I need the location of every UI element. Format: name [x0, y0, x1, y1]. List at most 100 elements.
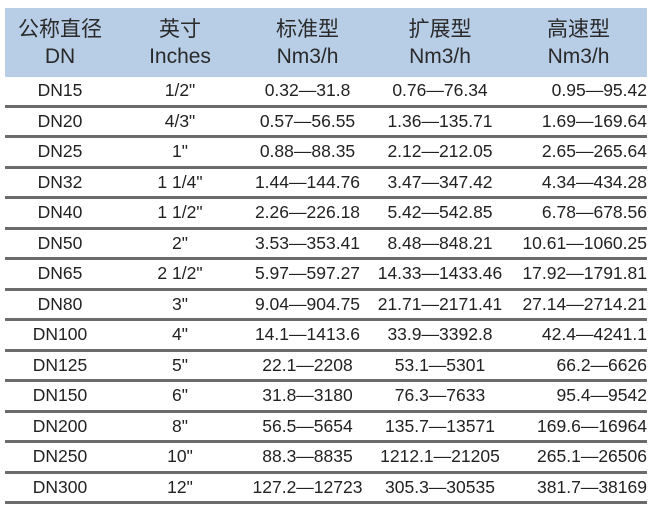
cell-inches: 6"	[172, 385, 188, 406]
cell-dn: DN100	[32, 324, 88, 345]
table-body: DN15 1/2" 0.32—31.8 0.76—76.34 0.95—95.42 DN2…	[5, 77, 647, 504]
table-row: DN15 1/2" 0.32—31.8 0.76—76.34 0.95—95.42	[5, 77, 647, 108]
cell-extended: 1212.1—21205	[380, 446, 500, 467]
cell-extended: 53.1—5301	[394, 354, 486, 375]
cell-extended: 76.3—7633	[394, 385, 486, 406]
header-inches: 英寸 Inches	[115, 8, 245, 77]
cell-dn: DN40	[37, 202, 83, 223]
cell-extended: 2.12—212.05	[387, 141, 493, 162]
header-extended-zh: 扩展型	[408, 17, 472, 41]
cell-extended: 0.76—76.34	[392, 80, 488, 101]
cell-standard: 31.8—3180	[262, 385, 353, 406]
header-high-speed-zh: 高速型	[547, 17, 610, 41]
cell-extended: 21.71—2171.41	[377, 293, 503, 314]
cell-dn: DN125	[32, 354, 88, 375]
cell-extended: 3.47—347.42	[387, 171, 493, 192]
header-high-speed-en: Nm3/h	[547, 44, 610, 68]
cell-dn: DN300	[32, 476, 88, 497]
cell-dn: DN80	[37, 293, 83, 314]
header-standard-en: Nm3/h	[276, 44, 339, 68]
cell-extended: 33.9—3392.8	[387, 324, 493, 345]
cell-standard: 9.04—904.75	[254, 293, 361, 314]
cell-dn: DN250	[32, 446, 88, 467]
table-row: DN100 4" 14.1—1413.6 33.9—3392.8 42.4—4241.1	[5, 321, 647, 352]
cell-dn: DN65	[37, 263, 83, 284]
cell-high-speed: 95.4—9542	[556, 385, 648, 406]
header-dn-en: DN	[44, 44, 76, 68]
cell-standard: 3.53—353.41	[254, 232, 361, 253]
cell-extended: 1.36—135.71	[387, 110, 493, 131]
cell-inches: 2 1/2"	[157, 263, 203, 284]
flow-rate-table: 公称直径 DN 英寸 Inches 标准型 Nm3/h 扩展型 Nm3/h 高速型 Nm3/h D…	[5, 8, 647, 504]
table-row: DN32 1 1/4" 1.44—144.76 3.47—347.42 4.34—434…	[5, 169, 647, 199]
cell-inches: 1/2"	[164, 80, 196, 101]
table-row: DN20 4/3" 0.57—56.55 1.36—135.71 1.69—169.64	[5, 108, 647, 138]
cell-high-speed: 0.95—95.42	[551, 80, 647, 101]
cell-high-speed: 42.4—4241.1	[541, 324, 647, 345]
cell-high-speed: 27.14—2714.21	[522, 293, 647, 314]
table-row: DN65 2 1/2" 5.97—597.27 14.33—1433.46 17.92—…	[5, 260, 647, 291]
cell-standard: 1.44—144.76	[254, 171, 361, 192]
cell-high-speed: 1.69—169.64	[541, 110, 647, 131]
cell-inches: 1"	[172, 141, 188, 162]
cell-standard: 127.2—12723	[252, 476, 363, 497]
cell-standard: 0.57—56.55	[259, 110, 356, 131]
header-dn-zh: 公称直径	[18, 17, 102, 41]
cell-inches: 5"	[172, 354, 188, 375]
table-row: DN40 1 1/2" 2.26—226.18 5.42—542.85 6.78—678…	[5, 199, 647, 230]
table-row: DN80 3" 9.04—904.75 21.71—2171.41 27.14—2714…	[5, 291, 647, 321]
cell-dn: DN200	[32, 415, 88, 436]
header-inches-en: Inches	[149, 44, 211, 68]
table-row: DN300 12" 127.2—12723 305.3—30535 381.7—3816…	[5, 474, 647, 504]
table-row: DN50 2" 3.53—353.41 8.48—848.21 10.61—1060.2…	[5, 230, 647, 260]
cell-inches: 1 1/2"	[157, 202, 203, 223]
cell-high-speed: 6.78—678.56	[541, 202, 647, 223]
cell-inches: 4/3"	[164, 110, 196, 131]
cell-high-speed: 265.1—26506	[537, 446, 647, 467]
header-extended: 扩展型 Nm3/h	[370, 8, 510, 77]
table-row: DN200 8" 56.5—5654 135.7—13571 169.6—16964	[5, 413, 647, 443]
header-extended-en: Nm3/h	[409, 44, 471, 68]
table-row: DN25 1" 0.88—88.35 2.12—212.05 2.65—265.64	[5, 138, 647, 169]
cell-dn: DN25	[37, 141, 83, 162]
cell-dn: DN20	[37, 110, 83, 131]
cell-dn: DN50	[37, 232, 83, 253]
cell-standard: 0.88—88.35	[259, 141, 356, 162]
table-header: 公称直径 DN 英寸 Inches 标准型 Nm3/h 扩展型 Nm3/h 高速型 Nm3/h	[5, 8, 647, 77]
cell-high-speed: 17.92—1791.81	[522, 263, 647, 284]
header-inches-zh: 英寸	[159, 17, 201, 41]
header-standard-zh: 标准型	[276, 17, 339, 41]
cell-inches: 12"	[167, 476, 193, 497]
cell-high-speed: 4.34—434.28	[541, 171, 647, 192]
cell-high-speed: 169.6—16964	[537, 415, 647, 436]
cell-standard: 22.1—2208	[262, 354, 353, 375]
cell-extended: 305.3—30535	[385, 476, 495, 497]
cell-high-speed: 10.61—1060.25	[522, 232, 647, 253]
cell-inches: 2"	[172, 232, 188, 253]
cell-inches: 10"	[167, 446, 193, 467]
cell-extended: 14.33—1433.46	[377, 263, 503, 284]
cell-high-speed: 381.7—38169	[537, 476, 647, 497]
cell-high-speed: 2.65—265.64	[541, 141, 647, 162]
cell-inches: 8"	[172, 415, 188, 436]
cell-dn: DN32	[37, 171, 83, 192]
cell-dn: DN150	[32, 385, 88, 406]
cell-inches: 4"	[172, 324, 188, 345]
cell-standard: 2.26—226.18	[254, 202, 361, 223]
table-row: DN125 5" 22.1—2208 53.1—5301 66.2—6626	[5, 352, 647, 382]
header-dn: 公称直径 DN	[5, 8, 115, 77]
cell-inches: 3"	[172, 293, 188, 314]
cell-extended: 8.48—848.21	[387, 232, 493, 253]
header-standard: 标准型 Nm3/h	[245, 8, 370, 77]
table-row: DN150 6" 31.8—3180 76.3—7633 95.4—9542	[5, 382, 647, 413]
cell-standard: 88.3—8835	[262, 446, 353, 467]
cell-extended: 5.42—542.85	[387, 202, 493, 223]
cell-standard: 56.5—5654	[262, 415, 353, 436]
cell-standard: 5.97—597.27	[254, 263, 361, 284]
cell-inches: 1 1/4"	[157, 171, 203, 192]
header-high-speed: 高速型 Nm3/h	[510, 8, 647, 77]
table-row: DN250 10" 88.3—8835 1212.1—21205 265.1—26506	[5, 443, 647, 474]
cell-standard: 0.32—31.8	[264, 80, 351, 101]
cell-standard: 14.1—1413.6	[254, 324, 361, 345]
cell-dn: DN15	[37, 80, 83, 101]
